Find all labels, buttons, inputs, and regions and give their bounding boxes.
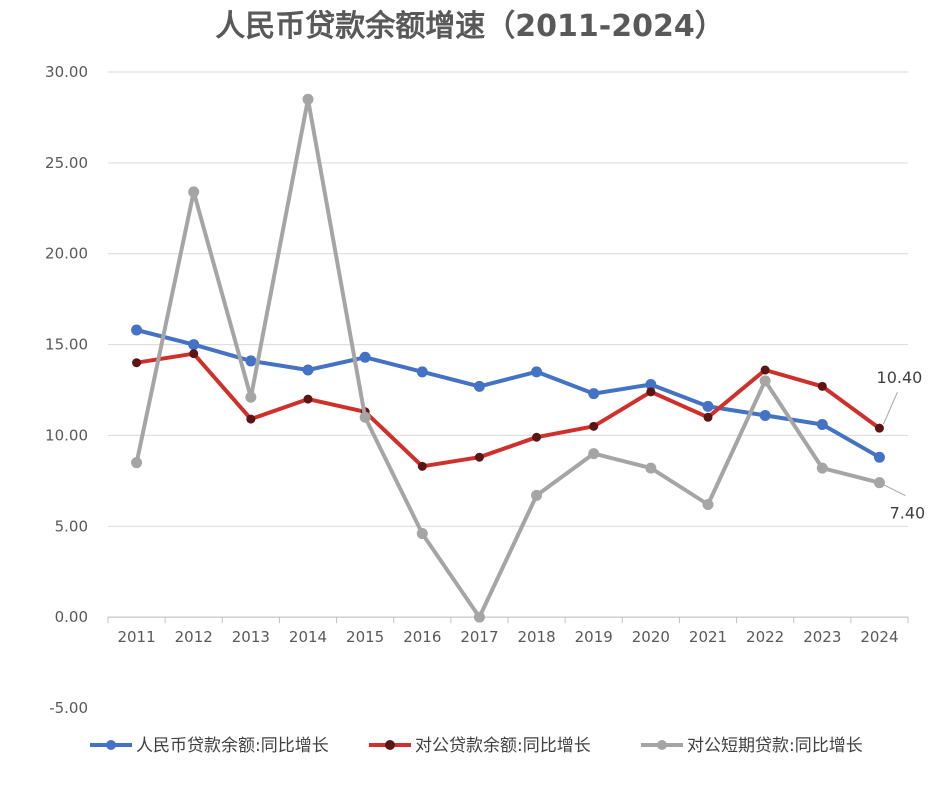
data-point bbox=[302, 364, 314, 376]
legend-marker bbox=[106, 740, 116, 750]
data-point bbox=[645, 379, 657, 391]
data-point bbox=[359, 351, 371, 363]
x-tick-label: 2015 bbox=[346, 628, 384, 646]
legend-marker bbox=[657, 740, 667, 750]
x-tick-label: 2017 bbox=[460, 628, 498, 646]
data-point bbox=[759, 409, 771, 421]
data-point bbox=[873, 451, 885, 463]
data-point bbox=[816, 462, 828, 474]
data-point bbox=[759, 375, 771, 387]
legend-item-3: 对公短期贷款:同比增长 bbox=[641, 736, 863, 756]
data-point bbox=[817, 381, 827, 391]
series-1 bbox=[131, 324, 885, 463]
data-point bbox=[245, 391, 257, 403]
data-point bbox=[703, 412, 713, 422]
x-tick-label: 2013 bbox=[232, 628, 270, 646]
data-point bbox=[188, 339, 200, 351]
chart-title: 人民币贷款余额增速（2011-2024） bbox=[215, 9, 724, 44]
data-point bbox=[416, 528, 428, 540]
data-point bbox=[245, 355, 257, 367]
y-tick-label: 15.00 bbox=[45, 336, 88, 354]
data-point bbox=[646, 387, 656, 397]
x-tick-label: 2019 bbox=[575, 628, 613, 646]
data-point bbox=[702, 400, 714, 412]
data-point bbox=[589, 421, 599, 431]
data-point bbox=[359, 411, 371, 423]
data-point bbox=[702, 498, 714, 510]
data-point bbox=[531, 489, 543, 501]
series-group bbox=[131, 93, 885, 623]
x-axis: 2011 2012 2013 2014 2015 2016 2017 2018 2019 2020… bbox=[107, 616, 909, 646]
data-point bbox=[302, 93, 314, 105]
legend-item-2: 对公贷款余额:同比增长 bbox=[369, 736, 591, 756]
data-label: 7.40 bbox=[890, 504, 926, 523]
data-point bbox=[188, 186, 200, 198]
x-tick-label: 2024 bbox=[860, 628, 898, 646]
series-line bbox=[134, 351, 882, 469]
data-point bbox=[760, 365, 770, 375]
series-2 bbox=[132, 349, 884, 471]
y-tick-label: 0.00 bbox=[55, 608, 88, 626]
data-point bbox=[874, 423, 884, 433]
x-tick-label: 2011 bbox=[117, 628, 155, 646]
x-tick-label: 2021 bbox=[689, 628, 727, 646]
y-tick-label: -5.00 bbox=[49, 699, 88, 717]
data-label: 10.40 bbox=[877, 368, 923, 387]
data-point bbox=[588, 448, 600, 460]
x-tick-label: 2012 bbox=[175, 628, 213, 646]
y-tick-label: 20.00 bbox=[45, 245, 88, 263]
annotation-leader bbox=[883, 484, 906, 497]
legend-label: 对公贷款余额:同比增长 bbox=[415, 736, 591, 756]
series-3 bbox=[131, 93, 885, 623]
data-point bbox=[132, 358, 142, 368]
y-tick-label: 30.00 bbox=[45, 63, 88, 81]
data-point bbox=[474, 452, 484, 462]
legend-marker bbox=[385, 740, 395, 750]
x-tick-label: 2018 bbox=[517, 628, 555, 646]
data-point bbox=[416, 366, 428, 378]
data-point bbox=[531, 366, 543, 378]
legend-label: 人民币贷款余额:同比增长 bbox=[136, 736, 329, 756]
legend-label: 对公短期贷款:同比增长 bbox=[687, 736, 863, 756]
y-tick-label: 5.00 bbox=[55, 517, 88, 535]
data-point bbox=[645, 462, 657, 474]
series-line bbox=[134, 328, 882, 460]
y-tick-label: 10.00 bbox=[45, 426, 88, 444]
x-tick-label: 2022 bbox=[746, 628, 784, 646]
data-point bbox=[131, 457, 143, 469]
x-tick-label: 2020 bbox=[632, 628, 670, 646]
y-axis: -5.00 0.00 5.00 10.00 15.00 20.00 25.00 30.00 bbox=[45, 63, 88, 717]
legend-item-1: 人民币贷款余额:同比增长 bbox=[90, 736, 329, 756]
data-point bbox=[588, 388, 600, 400]
data-point bbox=[131, 324, 143, 336]
data-point bbox=[303, 394, 313, 404]
data-point bbox=[417, 461, 427, 471]
data-point bbox=[816, 419, 828, 431]
gridlines bbox=[108, 71, 908, 618]
annotation-leader bbox=[882, 391, 898, 425]
data-point bbox=[473, 611, 485, 623]
x-tick-label: 2014 bbox=[289, 628, 327, 646]
annotations: 10.40 7.40 bbox=[877, 368, 926, 523]
x-tick-label: 2023 bbox=[803, 628, 841, 646]
y-tick-label: 25.00 bbox=[45, 154, 88, 172]
data-point bbox=[473, 380, 485, 392]
legend: 人民币贷款余额:同比增长 对公贷款余额:同比增长 对公短期贷款:同比增长 bbox=[90, 736, 863, 756]
data-point bbox=[532, 432, 542, 442]
data-point bbox=[873, 477, 885, 489]
data-point bbox=[189, 349, 199, 359]
data-point bbox=[246, 414, 256, 424]
series-line bbox=[134, 97, 882, 620]
x-tick-label: 2016 bbox=[403, 628, 441, 646]
